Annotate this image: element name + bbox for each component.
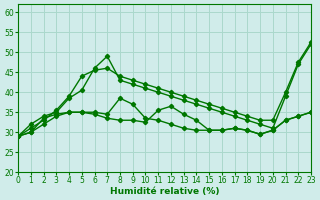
X-axis label: Humidité relative (%): Humidité relative (%) [110, 187, 219, 196]
